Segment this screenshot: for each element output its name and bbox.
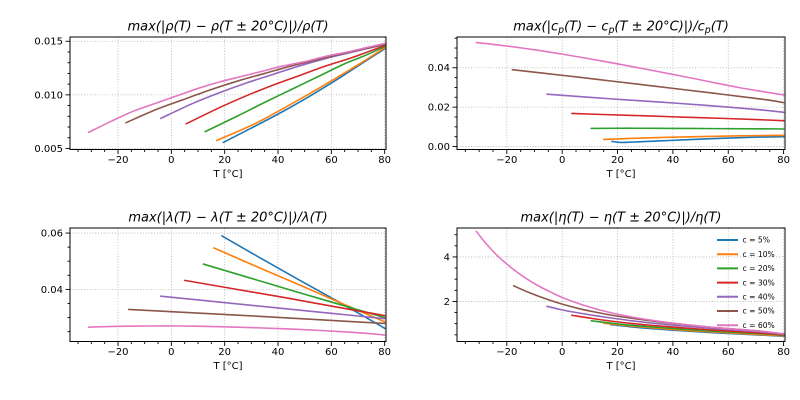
legend: c = 5% c = 10% c = 20% c = 30% c = 40% c = 50… xyxy=(717,236,775,330)
ticks xyxy=(65,232,386,346)
axes-spines xyxy=(456,227,786,342)
y-tick-label: 0.005 xyxy=(34,144,63,155)
y-tick-label: 0.00 xyxy=(428,142,450,153)
legend-label: c = 30% xyxy=(743,278,775,287)
series-line-5pct xyxy=(221,235,386,330)
legend-label: c = 10% xyxy=(743,250,775,259)
x-tick-label: 40 xyxy=(272,347,285,358)
gridlines xyxy=(457,228,785,342)
series-line-10pct xyxy=(602,134,785,141)
x-tick-label: 20 xyxy=(218,155,231,166)
x-tick-label: 40 xyxy=(272,155,285,166)
ticks xyxy=(452,37,785,154)
x-tick-label: −20 xyxy=(107,155,128,166)
series-line-60pct xyxy=(475,41,785,96)
y-tick-label: 0.04 xyxy=(428,63,450,74)
x-tick-label: −20 xyxy=(496,347,517,358)
y-tick-label: 2 xyxy=(444,297,450,308)
x-tick-label: 40 xyxy=(667,155,680,166)
series-group xyxy=(475,230,785,337)
x-tick-label: 80 xyxy=(378,347,391,358)
x-tick-label: 80 xyxy=(777,347,790,358)
chart-viscosity-sensitivity: −20 0 20 40 60 80 2 4 T [°C] max(|η(T) − η(T ± 20… xyxy=(444,211,790,373)
legend-label: c = 5% xyxy=(743,236,770,245)
legend-label: c = 50% xyxy=(743,307,775,316)
series-line-10pct xyxy=(215,46,386,142)
x-tick-label: 60 xyxy=(722,347,735,358)
series-line-60pct xyxy=(87,42,386,134)
x-tick-label: 0 xyxy=(559,155,565,166)
series-group xyxy=(87,235,386,336)
x-axis-label: T [°C] xyxy=(605,361,635,372)
y-tick-label: 0.06 xyxy=(41,228,63,239)
legend-label: c = 60% xyxy=(743,321,775,330)
x-tick-label: 80 xyxy=(378,155,391,166)
legend-label: c = 40% xyxy=(743,293,775,302)
series-line-50pct xyxy=(511,68,785,104)
gridlines xyxy=(70,228,386,342)
x-tick-label: −20 xyxy=(496,155,517,166)
series-line-40pct xyxy=(159,295,386,320)
y-tick-label: 0.02 xyxy=(428,103,450,114)
series-line-40pct xyxy=(546,93,785,114)
series-line-20pct xyxy=(202,263,386,319)
ticks xyxy=(65,40,386,154)
chart-title: max(|λ(T) − λ(T ± 20°C)|)/λ(T) xyxy=(128,211,327,226)
series-line-30pct xyxy=(185,44,386,125)
series-line-40pct xyxy=(159,43,386,120)
series-line-30pct xyxy=(571,112,785,122)
series-line-50pct xyxy=(127,308,386,325)
series-line-5pct xyxy=(611,135,785,144)
chart-density-sensitivity: −20 0 20 40 60 80 0.005 0.010 0.015 T [°C] max(|ρ(… xyxy=(34,20,391,181)
x-tick-label: 20 xyxy=(218,347,231,358)
series-line-50pct xyxy=(125,43,386,124)
x-axis-label: T [°C] xyxy=(605,169,635,180)
series-group xyxy=(475,41,785,144)
y-tick-label: 4 xyxy=(444,252,450,263)
series-line-5pct xyxy=(222,47,386,144)
series-line-10pct xyxy=(602,322,785,337)
x-tick-label: 60 xyxy=(325,155,338,166)
series-line-40pct xyxy=(546,305,785,336)
x-tick-label: 60 xyxy=(722,155,735,166)
x-tick-label: 20 xyxy=(611,155,624,166)
x-tick-label: 60 xyxy=(325,347,338,358)
ticks xyxy=(452,234,785,346)
legend-label: c = 20% xyxy=(743,264,775,273)
x-tick-label: 0 xyxy=(168,155,174,166)
axes-spines xyxy=(69,36,387,150)
y-tick-label: 0.010 xyxy=(34,90,63,101)
chart-title: max(|ρ(T) − ρ(T ± 20°C)|)/ρ(T) xyxy=(127,20,328,35)
x-tick-label: 20 xyxy=(611,347,624,358)
x-axis-label: T [°C] xyxy=(212,361,242,372)
x-tick-label: 0 xyxy=(168,347,174,358)
y-tick-label: 0.04 xyxy=(41,285,63,296)
gridlines xyxy=(457,37,785,150)
x-tick-label: 80 xyxy=(777,155,790,166)
chart-title: max(|η(T) − η(T ± 20°C)|)/η(T) xyxy=(520,211,721,226)
series-line-60pct xyxy=(87,325,386,336)
x-tick-label: 0 xyxy=(559,347,565,358)
chart-thermal-conductivity-sensitivity: −20 0 20 40 60 80 0.04 0.06 T [°C] max(|λ(T) − λ(… xyxy=(41,211,391,373)
axes-spines xyxy=(456,36,786,150)
gridlines xyxy=(70,37,386,150)
series-line-30pct xyxy=(183,279,386,317)
series-group xyxy=(87,42,386,144)
series-line-20pct xyxy=(204,45,386,133)
chart-title: max(|cp(T) − cp(T ± 20°C)|)/cp(T) xyxy=(513,20,729,37)
y-tick-label: 0.015 xyxy=(34,37,63,48)
x-tick-label: −20 xyxy=(107,347,128,358)
series-line-30pct xyxy=(571,314,785,336)
x-axis-label: T [°C] xyxy=(212,169,242,180)
chart-heat-capacity-sensitivity: −20 0 20 40 60 80 0.00 0.02 0.04 T [°C] max(|cp(T)… xyxy=(428,20,790,181)
x-tick-label: 40 xyxy=(667,347,680,358)
series-line-60pct xyxy=(475,230,785,335)
series-line-20pct xyxy=(590,127,785,130)
axes-spines xyxy=(69,227,387,342)
